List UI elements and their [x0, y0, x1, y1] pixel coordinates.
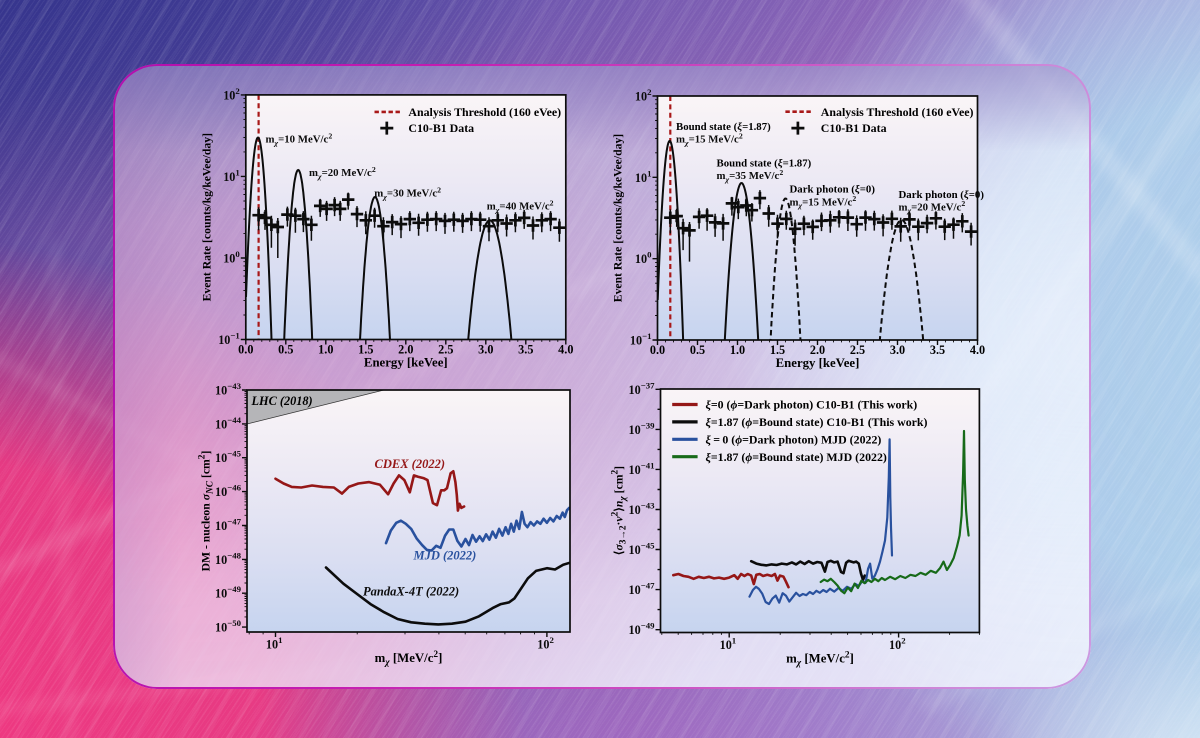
svg-text:10−44: 10−44 [215, 415, 242, 432]
svg-text:ξ=1.87 (ϕ=Bound state) C10-B1: ξ=1.87 (ϕ=Bound state) C10-B1 (This work… [706, 415, 928, 429]
svg-text:Dark photon (ξ=0): Dark photon (ξ=0) [790, 184, 876, 196]
svg-text:LHC (2018): LHC (2018) [251, 394, 313, 408]
svg-text:10−46: 10−46 [215, 483, 242, 500]
svg-text:⟨σ3→2·v2⟩nχ [cm2]: ⟨σ3→2·v2⟩nχ [cm2] [611, 466, 629, 555]
svg-text:10−45: 10−45 [629, 541, 656, 558]
svg-text:Energy [keVee]: Energy [keVee] [776, 356, 860, 370]
svg-text:mχ=40 MeV/c2: mχ=40 MeV/c2 [487, 198, 554, 214]
svg-text:3.5: 3.5 [930, 343, 945, 357]
svg-text:Analysis Threshold (160 eVee): Analysis Threshold (160 eVee) [821, 105, 974, 119]
svg-text:102: 102 [635, 87, 652, 104]
svg-text:10−43: 10−43 [629, 500, 656, 517]
svg-text:C10-B1 Data: C10-B1 Data [821, 121, 887, 135]
svg-text:10−45: 10−45 [215, 449, 242, 466]
svg-text:10−43: 10−43 [215, 381, 242, 398]
svg-text:Energy [keVee]: Energy [keVee] [364, 356, 448, 370]
svg-text:2.0: 2.0 [810, 343, 825, 357]
svg-text:101: 101 [635, 168, 652, 185]
svg-text:mχ=10 MeV/c2: mχ=10 MeV/c2 [266, 131, 333, 147]
svg-text:CDEX (2022): CDEX (2022) [375, 457, 446, 471]
svg-text:10−47: 10−47 [629, 581, 656, 598]
svg-text:ξ=1.87 (ϕ=Bound state) MJD (20: ξ=1.87 (ϕ=Bound state) MJD (2022) [706, 450, 887, 464]
svg-text:10−1: 10−1 [630, 331, 652, 348]
svg-text:MJD (2022): MJD (2022) [413, 549, 477, 563]
svg-text:4.0: 4.0 [970, 343, 985, 357]
svg-text:mχ=15 MeV/c2: mχ=15 MeV/c2 [790, 194, 857, 210]
svg-text:2.5: 2.5 [850, 343, 865, 357]
svg-text:mχ=20 MeV/c2: mχ=20 MeV/c2 [899, 199, 966, 215]
svg-text:mχ [MeV/c2]: mχ [MeV/c2] [786, 651, 854, 669]
svg-text:ξ = 0 (ϕ=Dark photon) MJD (202: ξ = 0 (ϕ=Dark photon) MJD (2022) [706, 433, 882, 447]
svg-text:1.0: 1.0 [730, 343, 745, 357]
svg-text:C10-B1 Data: C10-B1 Data [408, 121, 474, 135]
svg-text:mχ=35 MeV/c2: mχ=35 MeV/c2 [717, 168, 784, 184]
svg-text:3.5: 3.5 [518, 343, 533, 357]
svg-text:mχ=15 MeV/c2: mχ=15 MeV/c2 [676, 131, 743, 147]
svg-text:10−49: 10−49 [629, 621, 656, 638]
svg-text:Bound state (ξ=1.87): Bound state (ξ=1.87) [717, 157, 812, 169]
svg-text:2.0: 2.0 [398, 343, 413, 357]
svg-text:Dark photon (ξ=0): Dark photon (ξ=0) [899, 189, 985, 201]
svg-text:Analysis Threshold (160 eVee): Analysis Threshold (160 eVee) [408, 105, 561, 119]
svg-text:PandaX-4T (2022): PandaX-4T (2022) [363, 585, 459, 599]
svg-text:ξ=0 (ϕ=Dark photon) C10-B1 (Th: ξ=0 (ϕ=Dark photon) C10-B1 (This work) [706, 398, 918, 412]
svg-text:1.5: 1.5 [358, 343, 373, 357]
svg-text:102: 102 [537, 635, 554, 652]
svg-text:10−48: 10−48 [215, 550, 242, 567]
svg-text:DM - nucleon σNC [cm2]: DM - nucleon σNC [cm2] [198, 451, 216, 572]
svg-text:mχ=20 MeV/c2: mχ=20 MeV/c2 [309, 165, 376, 181]
svg-text:10−47: 10−47 [215, 516, 242, 533]
svg-text:102: 102 [889, 636, 906, 653]
svg-text:1.0: 1.0 [318, 343, 333, 357]
svg-text:101: 101 [266, 635, 283, 652]
svg-text:10−50: 10−50 [215, 618, 242, 635]
svg-text:2.5: 2.5 [438, 343, 453, 357]
svg-text:100: 100 [223, 249, 240, 266]
svg-text:Bound state (ξ=1.87): Bound state (ξ=1.87) [676, 121, 771, 133]
svg-text:Event Rate [counts/kg/keVee/da: Event Rate [counts/kg/keVee/day] [201, 133, 214, 301]
svg-text:100: 100 [635, 250, 652, 267]
svg-text:102: 102 [223, 86, 240, 103]
svg-text:10−37: 10−37 [629, 380, 656, 397]
svg-text:Event Rate [counts/kg/keVee/da: Event Rate [counts/kg/keVee/day] [612, 134, 625, 302]
svg-text:0.0: 0.0 [650, 343, 665, 357]
svg-text:1.5: 1.5 [770, 343, 785, 357]
svg-text:10−1: 10−1 [218, 331, 240, 348]
svg-text:10−39: 10−39 [629, 420, 656, 437]
svg-text:10−41: 10−41 [629, 460, 655, 477]
svg-text:0.5: 0.5 [690, 343, 705, 357]
svg-text:4.0: 4.0 [558, 343, 573, 357]
svg-text:3.0: 3.0 [890, 343, 905, 357]
svg-text:0.5: 0.5 [278, 343, 293, 357]
svg-text:0.0: 0.0 [238, 343, 253, 357]
svg-text:101: 101 [720, 636, 737, 653]
svg-text:mχ=30 MeV/c2: mχ=30 MeV/c2 [374, 185, 441, 201]
svg-text:10−49: 10−49 [215, 584, 242, 601]
svg-text:3.0: 3.0 [478, 343, 493, 357]
svg-text:101: 101 [223, 167, 240, 184]
svg-text:mχ [MeV/c2]: mχ [MeV/c2] [375, 650, 443, 668]
